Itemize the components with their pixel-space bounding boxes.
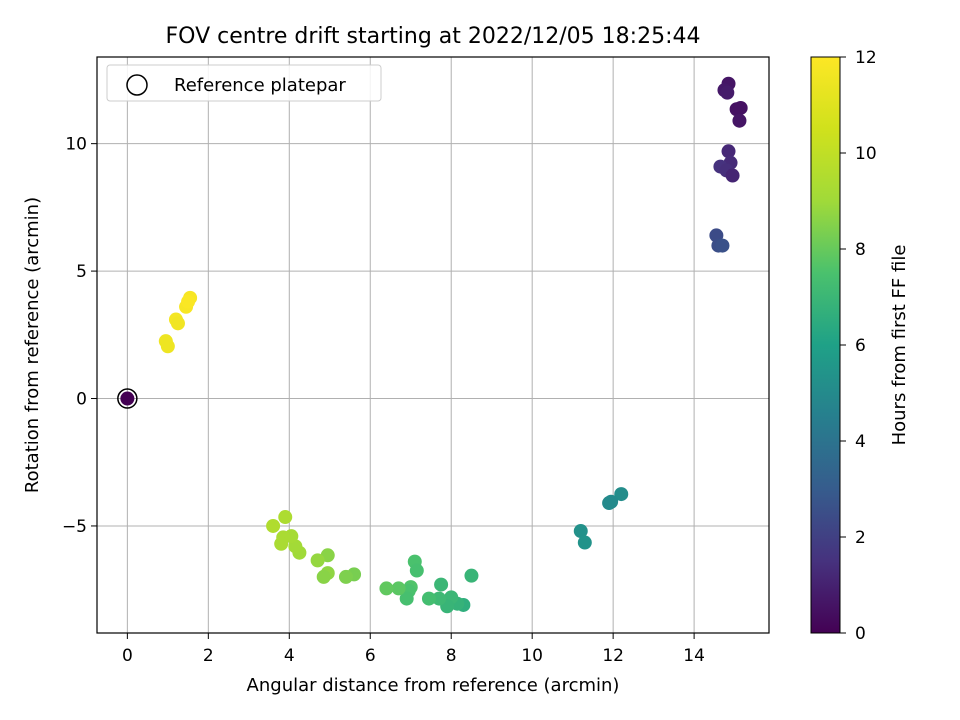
x-tick-label: 2: [203, 646, 214, 666]
data-point: [170, 316, 185, 331]
y-axis-ticks: −5 0 5 10: [62, 135, 97, 537]
data-point: [421, 591, 436, 606]
reference-platepar-marker: [117, 388, 138, 409]
data-point: [338, 569, 353, 584]
data-point: [725, 168, 740, 183]
x-tick-label: 8: [446, 646, 457, 666]
data-point: [278, 510, 293, 525]
colorbar: 0 2 4 6 8 10 12 Hours from first FF file: [810, 48, 910, 644]
legend-label: Reference platepar: [174, 75, 346, 96]
colorbar-tick-label: 6: [855, 336, 866, 356]
data-point: [464, 568, 479, 583]
data-point: [160, 339, 175, 354]
data-point: [274, 536, 289, 551]
data-point: [733, 100, 748, 115]
data-point: [432, 591, 447, 606]
data-point: [379, 581, 394, 596]
data-point: [715, 238, 730, 253]
data-point: [602, 496, 617, 511]
data-point: [409, 563, 424, 578]
chart-title: FOV centre drift starting at 2022/12/05 …: [166, 24, 701, 49]
colorbar-tick-label: 2: [855, 528, 866, 548]
colorbar-label: Hours from first FF file: [889, 245, 910, 446]
y-tick-label: 5: [76, 262, 87, 282]
data-point: [310, 553, 325, 568]
x-tick-label: 10: [521, 646, 543, 666]
reference-marker: [117, 388, 138, 409]
data-point: [181, 294, 196, 309]
x-tick-label: 4: [284, 646, 295, 666]
x-tick-label: 6: [365, 646, 376, 666]
legend-marker-icon: [126, 74, 148, 96]
data-point: [399, 591, 414, 606]
colorbar-tick-label: 0: [855, 624, 866, 644]
colorbar-tick-label: 4: [855, 432, 866, 452]
grid: [97, 57, 769, 633]
data-point: [316, 569, 331, 584]
data-point: [732, 113, 747, 128]
colorbar-tick-label: 12: [855, 48, 877, 68]
colorbar-tick-label: 8: [855, 240, 866, 260]
colorbar-gradient: [810, 56, 841, 634]
y-tick-label: 0: [76, 390, 87, 410]
colorbar-ticks: 0 2 4 6 8 10 12: [840, 48, 877, 644]
scatter-points: [120, 76, 748, 614]
colorbar-tick-label: 10: [855, 144, 877, 164]
x-tick-label: 12: [602, 646, 624, 666]
x-tick-label: 0: [122, 646, 133, 666]
legend-box: [106, 64, 382, 102]
data-point: [266, 518, 281, 533]
y-tick-label: −5: [62, 517, 87, 537]
x-axis-ticks: 0 2 4 6 8 10 12 14: [122, 633, 705, 666]
data-point: [434, 577, 449, 592]
data-point: [577, 535, 592, 550]
x-axis-label: Angular distance from reference (arcmin): [247, 675, 620, 696]
data-point: [614, 487, 629, 502]
data-point: [120, 391, 135, 406]
y-axis-label: Rotation from reference (arcmin): [22, 197, 43, 493]
plot-frame: [96, 56, 770, 634]
data-point: [721, 144, 736, 159]
data-point: [391, 581, 406, 596]
data-point: [720, 85, 735, 100]
x-tick-label: 14: [683, 646, 705, 666]
y-tick-label: 10: [65, 135, 87, 155]
legend: Reference platepar: [106, 64, 382, 102]
data-point: [573, 524, 588, 539]
